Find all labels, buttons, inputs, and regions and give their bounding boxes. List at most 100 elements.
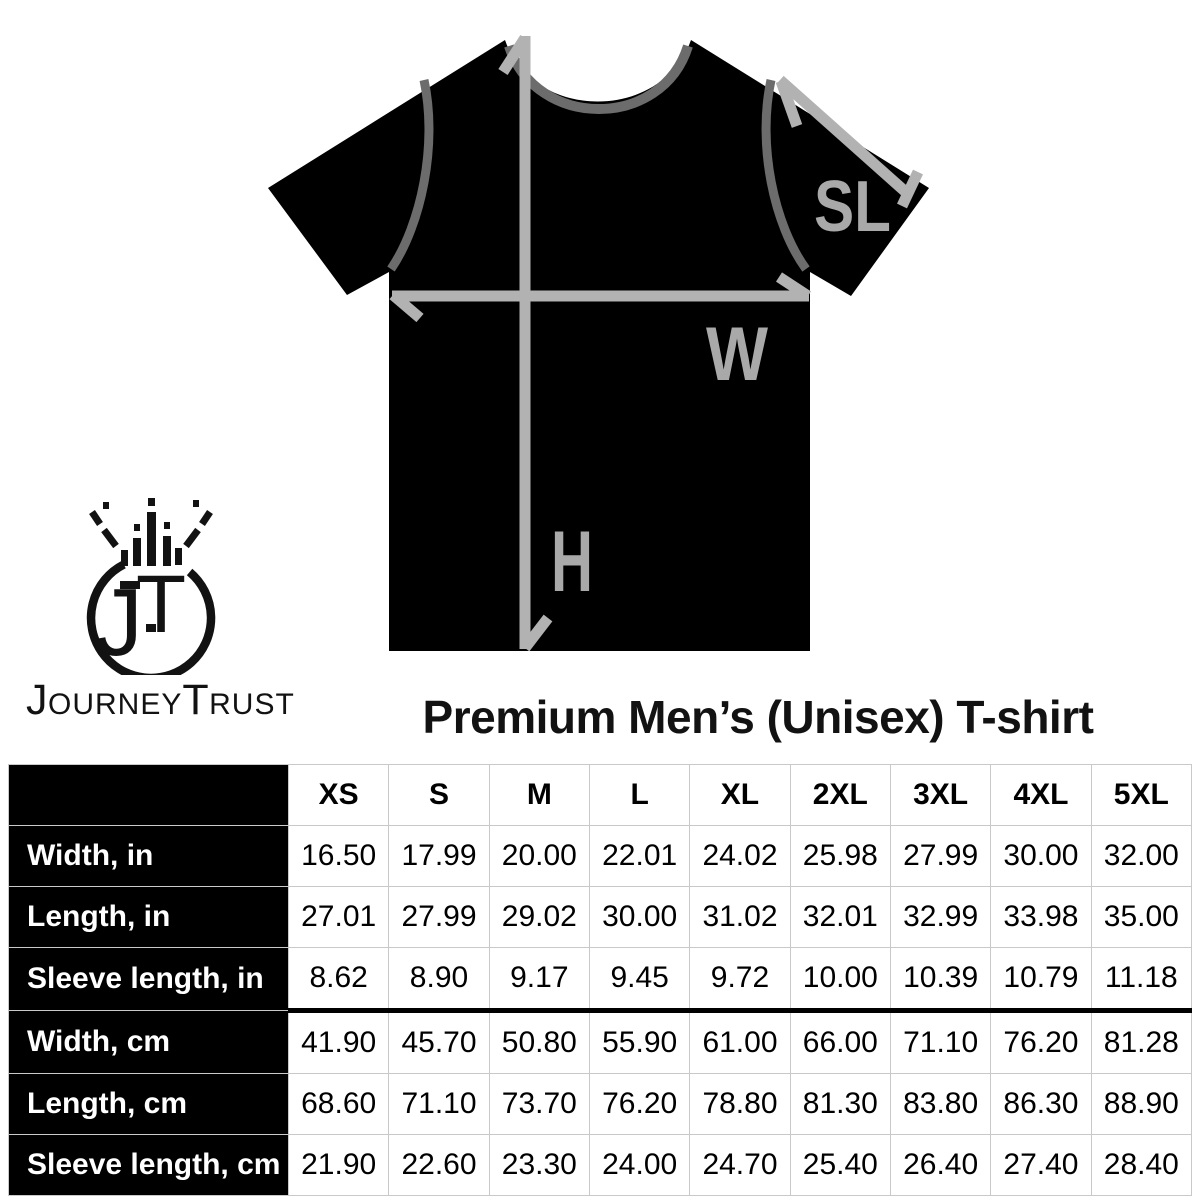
table-row: Width, in 16.50 17.99 20.00 22.01 24.02 25.98 2…: [8, 825, 1193, 887]
size-value-cell: 17.99: [388, 825, 490, 887]
corner-cell: [8, 764, 289, 826]
size-value-cell: 73.70: [488, 1073, 590, 1135]
right-armhole-seam: [761, 79, 810, 272]
size-value-cell: 8.62: [287, 947, 390, 1011]
height-measure-label: H: [551, 514, 593, 610]
width-arrow-head-right: [775, 272, 812, 301]
size-value-cell: 22.01: [588, 825, 691, 887]
size-value-cell: 16.50: [287, 825, 390, 887]
size-value-cell: 32.00: [1090, 825, 1193, 887]
size-value-cell: 9.45: [588, 947, 691, 1011]
size-value-cell: 25.98: [789, 825, 891, 887]
size-value-cell: 71.10: [889, 1008, 992, 1074]
size-value-cell: 55.90: [588, 1008, 691, 1074]
size-value-cell: 22.60: [388, 1134, 490, 1196]
size-value-cell: 76.20: [588, 1073, 691, 1135]
size-column-header: 4XL: [990, 764, 1092, 826]
size-value-cell: 68.60: [287, 1073, 390, 1135]
size-value-cell: 9.72: [689, 947, 791, 1011]
size-value-cell: 45.70: [388, 1008, 490, 1074]
size-value-cell: 27.40: [990, 1134, 1092, 1196]
size-value-cell: 11.18: [1090, 947, 1193, 1011]
size-value-cell: 83.80: [889, 1073, 992, 1135]
tshirt-silhouette: [268, 40, 929, 651]
size-value-cell: 10.00: [789, 947, 891, 1011]
size-value-cell: 88.90: [1090, 1073, 1193, 1135]
table-row: Length, in 27.01 27.99 29.02 30.00 31.02 32.01…: [8, 886, 1193, 948]
monogram-t: T: [136, 559, 186, 650]
row-label: Sleeve length, cm: [8, 1134, 289, 1196]
table-row: Sleeve length, in 8.62 8.90 9.17 9.45 9.72 10.…: [8, 947, 1193, 1011]
logo-burst-icon: [89, 498, 213, 566]
size-value-cell: 81.28: [1090, 1008, 1193, 1074]
size-value-cell: 35.00: [1090, 886, 1193, 948]
size-column-header: S: [388, 764, 490, 826]
size-value-cell: 25.40: [789, 1134, 891, 1196]
brand-wordmark: JOURNEYTRUST: [26, 679, 295, 722]
size-column-header: 3XL: [889, 764, 992, 826]
size-column-header: XS: [287, 764, 390, 826]
size-value-cell: 27.99: [388, 886, 490, 948]
row-label: Sleeve length, in: [8, 947, 289, 1011]
monogram-t-foot: [146, 624, 156, 632]
size-value-cell: 78.80: [689, 1073, 791, 1135]
sleeve-arrow-head-bottom: [897, 169, 923, 209]
table-row: Length, cm 68.60 71.10 73.70 76.20 78.80 81.30…: [8, 1073, 1193, 1135]
size-value-cell: 24.00: [588, 1134, 691, 1196]
monogram-j-serif: [120, 581, 140, 589]
table-row: Sleeve length, cm 21.90 22.60 23.30 24.00 24.…: [8, 1134, 1193, 1196]
size-value-cell: 30.00: [588, 886, 691, 948]
size-value-cell: 10.39: [889, 947, 992, 1011]
row-label: Length, in: [8, 886, 289, 948]
tshirt-diagram: W H SL: [268, 35, 929, 652]
size-value-cell: 8.90: [388, 947, 490, 1011]
size-column-header: 2XL: [789, 764, 891, 826]
size-value-cell: 71.10: [388, 1073, 490, 1135]
row-label: Length, cm: [8, 1073, 289, 1135]
size-value-cell: 26.40: [889, 1134, 992, 1196]
size-value-cell: 27.01: [287, 886, 390, 948]
size-column-header: 5XL: [1090, 764, 1193, 826]
width-measure-label: W: [706, 312, 768, 397]
brand-logo-mark: T J: [86, 498, 216, 675]
product-title: Premium Men’s (Unisex) T-shirt: [422, 691, 1094, 743]
size-value-cell: 24.70: [689, 1134, 791, 1196]
height-arrow-head-bottom: [520, 614, 553, 652]
wordmark-initial-j: J: [26, 676, 48, 724]
sleeve-arrow-line: [776, 75, 912, 199]
sleeve-measure-label: SL: [814, 167, 891, 247]
wordmark-trust: RUST: [209, 688, 295, 721]
left-armhole-seam: [387, 79, 434, 272]
row-label: Width, in: [8, 825, 289, 887]
size-value-cell: 21.90: [287, 1134, 390, 1196]
wordmark-initial-t: T: [182, 676, 210, 724]
row-label: Width, cm: [8, 1010, 289, 1074]
size-value-cell: 50.80: [488, 1008, 590, 1074]
size-value-cell: 30.00: [990, 825, 1092, 887]
size-header-row: XS S M L XL 2XL 3XL 4XL 5XL: [8, 764, 1193, 826]
size-value-cell: 31.02: [689, 886, 791, 948]
size-value-cell: 29.02: [488, 886, 590, 948]
height-arrow-head-top: [498, 35, 530, 75]
size-value-cell: 76.20: [990, 1008, 1092, 1074]
table-row: Width, cm 41.90 45.70 50.80 55.90 61.00 66.00 7…: [8, 1008, 1193, 1074]
size-value-cell: 41.90: [287, 1008, 390, 1074]
size-table: XS S M L XL 2XL 3XL 4XL 5XL Width, in 16.50 17.99 2…: [8, 764, 1193, 1196]
size-value-cell: 24.02: [689, 825, 791, 887]
size-column-header: XL: [689, 764, 791, 826]
size-value-cell: 86.30: [990, 1073, 1092, 1135]
size-value-cell: 28.40: [1090, 1134, 1193, 1196]
wordmark-journey: OURNEY: [48, 688, 183, 721]
size-value-cell: 32.01: [789, 886, 891, 948]
size-value-cell: 33.98: [990, 886, 1092, 948]
size-value-cell: 66.00: [789, 1008, 891, 1074]
sleeve-arrow-head-top: [775, 79, 803, 128]
size-value-cell: 10.79: [990, 947, 1092, 1011]
size-value-cell: 9.17: [488, 947, 590, 1011]
size-value-cell: 32.99: [889, 886, 992, 948]
logo-circle: [86, 560, 216, 675]
size-value-cell: 23.30: [488, 1134, 590, 1196]
size-column-header: M: [488, 764, 590, 826]
size-value-cell: 61.00: [689, 1008, 791, 1074]
